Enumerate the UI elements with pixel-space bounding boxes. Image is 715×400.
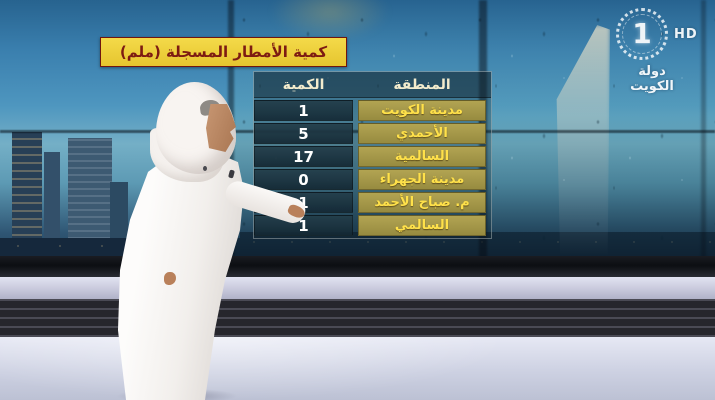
hd-badge: HD <box>674 26 698 42</box>
table-row: 0 مدينة الجهراء <box>254 169 491 190</box>
channel-name: دولة الكويت <box>630 64 674 94</box>
region-name: الأحمدي <box>358 123 486 144</box>
panel-seam <box>701 0 706 258</box>
region-name: م. صباح الأحمد <box>358 192 486 213</box>
studio-base-light-strip <box>0 277 715 299</box>
video-wall-bottom-edge <box>0 256 715 277</box>
table-row: 5 الأحمدي <box>254 123 491 144</box>
table-row: 1 مدينة الكويت <box>254 100 491 121</box>
column-header-region: المنطقة <box>393 76 451 93</box>
table-row: 17 السالمية <box>254 146 491 167</box>
infographic-title: كمية الأمطار المسجلة (ملم) <box>100 37 347 67</box>
region-name: مدينة الكويت <box>358 100 486 121</box>
skyline-building <box>44 152 60 260</box>
rainfall-value: 1 <box>254 215 353 236</box>
rainfall-value: 0 <box>254 169 353 190</box>
rainfall-value: 1 <box>254 100 353 121</box>
kuwait-tv-rosette-icon: 1 <box>616 8 668 60</box>
panel-seam <box>0 130 715 133</box>
region-name: السالمية <box>358 146 486 167</box>
column-header-quantity: الكمية <box>282 76 325 93</box>
rainfall-value: 5 <box>254 123 353 144</box>
channel-number: 1 <box>632 17 652 50</box>
rainfall-value: 1 <box>254 192 353 213</box>
rainfall-table: الكمية المنطقة 1 مدينة الكويت 5 الأحمدي … <box>253 71 492 239</box>
table-row: 1 م. صباح الأحمد <box>254 192 491 213</box>
table-header-row: الكمية المنطقة <box>254 72 491 98</box>
table-row: 1 السالمي <box>254 215 491 236</box>
region-name: السالمي <box>358 215 486 236</box>
studio-ribbed-band <box>0 299 715 337</box>
region-name: مدينة الجهراء <box>358 169 486 190</box>
studio-floor <box>0 337 715 400</box>
channel-logo: 1 HD دولة الكويت <box>616 8 714 94</box>
rainfall-value: 17 <box>254 146 353 167</box>
